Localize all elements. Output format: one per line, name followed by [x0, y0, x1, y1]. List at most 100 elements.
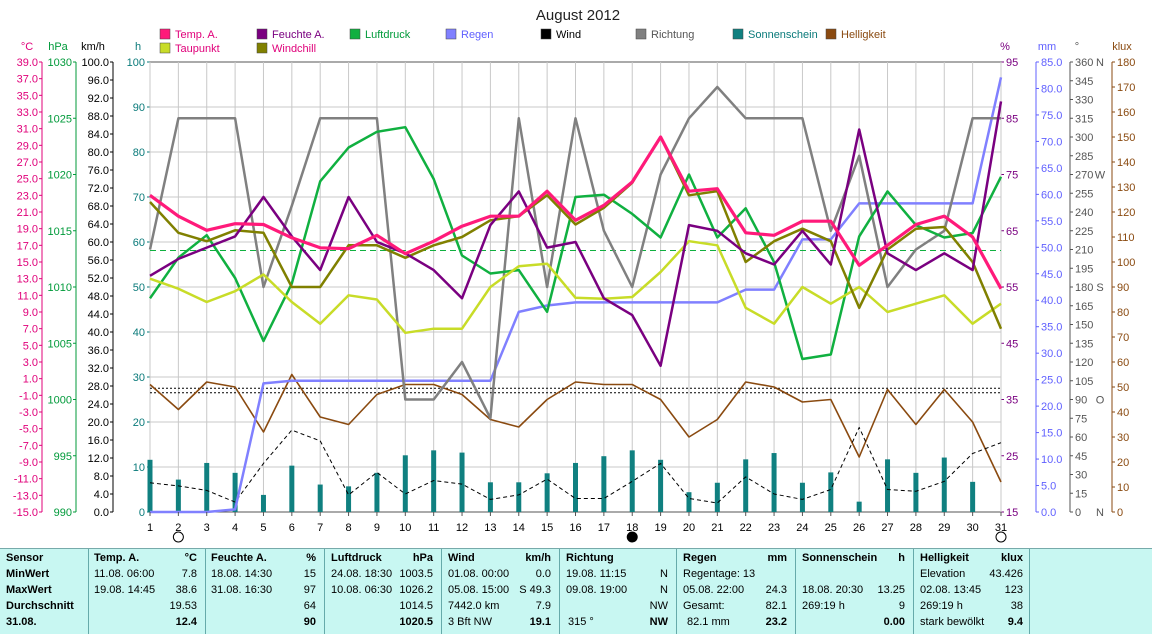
stats-hum-min-ts: 18.08. 14:30 — [211, 568, 273, 580]
stats-wind-bft: 3 Bft NW — [448, 616, 493, 628]
stats-dir-degree: 315 ° — [568, 616, 594, 628]
axis-label-sun: 0 — [139, 507, 145, 519]
axis-label-light: 20 — [1117, 457, 1129, 469]
axis-title-direction: ° — [1075, 41, 1079, 53]
legend-label-3: Regen — [461, 29, 493, 41]
stats-press-min: 1003.5 — [399, 568, 433, 580]
sunshine-bar — [516, 482, 522, 512]
axis-label-light: 150 — [1117, 132, 1135, 144]
axis-label-direction: 90 — [1075, 395, 1087, 407]
stats-light-total: 269:19 h — [920, 600, 963, 612]
sunshine-bar — [175, 479, 181, 512]
stats-rain-month: 82.1 mm — [687, 616, 730, 628]
legend-swatch-3 — [445, 28, 457, 40]
axis-label-temp: 21.0 — [17, 207, 38, 219]
x-tick-label: 24 — [796, 522, 808, 534]
axis-label-pressure: 1000 — [48, 395, 72, 407]
axis-label-light: 110 — [1117, 232, 1135, 244]
axis-label-rain: 25.0 — [1041, 375, 1062, 387]
axis-label-humidity: 55 — [1006, 282, 1018, 294]
sunshine-bar — [658, 459, 664, 512]
axis-label-direction: 75 — [1075, 413, 1087, 425]
axis-label-direction: 60 — [1075, 432, 1087, 444]
axis-label-rain: 45.0 — [1041, 269, 1062, 281]
stats-temp-unit: °C — [184, 552, 197, 564]
axis-label-temp: 11.0 — [17, 290, 38, 302]
axis-label-pressure: 990 — [54, 507, 72, 519]
axis-label-pressure: 1010 — [48, 282, 72, 294]
stats-col-brightness: Helligkeit klux Elevation 43.426 02.08. 13… — [914, 549, 1030, 634]
axis-label-wind: 32.0 — [88, 363, 109, 375]
stats-col-wind: Wind km/h 01.08. 00:00 0.0 05.08. 15:00 S 4… — [442, 549, 560, 634]
axis-label-temp: 1.0 — [23, 374, 38, 386]
sunshine-bar — [573, 462, 578, 512]
axis-label-pressure: 1025 — [48, 113, 72, 125]
axis-label-rain: 60.0 — [1041, 189, 1062, 201]
series-line-richtung — [148, 85, 1001, 420]
x-tick-label: 4 — [232, 522, 238, 534]
axis-label-pressure: 995 — [54, 451, 72, 463]
stats-temp-min: 7.8 — [181, 568, 197, 580]
axis-label-temp: -7.0 — [19, 440, 38, 452]
stats-max-label: MaxWert — [6, 584, 52, 596]
axis-label-direction: 360 — [1075, 57, 1093, 69]
axis-label-temp: 23.0 — [17, 190, 38, 202]
axis-label-sun: 80 — [133, 147, 145, 159]
axis-label-wind: 12.0 — [88, 453, 109, 465]
moon-phase-markers — [172, 531, 1007, 543]
sunshine-bar — [260, 494, 266, 512]
legend-label-9: Windchill — [272, 43, 316, 55]
axis-label-temp: -5.0 — [19, 424, 38, 436]
stats-sun-last: 0.00 — [883, 616, 905, 628]
series-line-helligkeit — [149, 373, 1002, 483]
x-tick-label: 7 — [317, 522, 323, 534]
axis-label-rain: 85.0 — [1041, 57, 1062, 69]
axis-label-light: 120 — [1117, 207, 1135, 219]
axis-label-temp: 19.0 — [17, 224, 38, 236]
axis-label-sun: 20 — [133, 417, 145, 429]
stats-hum-unit: % — [306, 552, 316, 564]
direction-letter: N — [1096, 57, 1104, 69]
direction-letter: O — [1096, 395, 1105, 407]
stats-light-unit: klux — [1000, 552, 1023, 564]
axis-label-sun: 10 — [133, 462, 145, 474]
stats-rain-days: Regentage: 13 — [683, 568, 756, 580]
axis-label-light: 40 — [1117, 407, 1129, 419]
axis-label-light: 140 — [1117, 157, 1135, 169]
stats-wind-distance: 7442.0 km — [448, 600, 500, 612]
axis-title-humidity: % — [1000, 41, 1010, 53]
legend-label-4: Wind — [556, 29, 581, 41]
stats-wind-last: 19.1 — [529, 616, 551, 628]
stats-sensor-header: Sensor — [6, 552, 44, 564]
stats-temp-max-ts: 19.08. 14:45 — [94, 584, 156, 596]
legend-label-5: Richtung — [651, 29, 694, 41]
x-tick-label: 18 — [626, 522, 638, 534]
axis-label-rain: 20.0 — [1041, 401, 1062, 413]
stats-hum-last: 90 — [303, 616, 316, 628]
axis-label-direction: 135 — [1075, 338, 1093, 350]
axis-label-wind: 96.0 — [88, 75, 109, 87]
axis-label-direction: 45 — [1075, 451, 1087, 463]
axis-label-humidity: 15 — [1006, 507, 1018, 519]
stats-dir-header: Richtung — [566, 552, 614, 564]
stats-light-max-ts: 02.08. 13:45 — [920, 584, 982, 596]
stats-col-direction: Richtung 19.08. 11:15 N 09.08. 19:00 N NW … — [560, 549, 677, 634]
x-tick-label: 1 — [147, 522, 153, 534]
axis-label-temp: 31.0 — [17, 124, 38, 136]
axis-label-direction: 285 — [1075, 151, 1093, 163]
moon-icon — [995, 531, 1007, 543]
axis-label-sun: 90 — [133, 102, 145, 114]
stats-temp-min-ts: 11.08. 06:00 — [94, 568, 155, 580]
legend-label-0: Temp. A. — [175, 29, 218, 41]
axis-label-direction: 195 — [1075, 263, 1093, 275]
x-tick-label: 2 — [175, 522, 181, 534]
axis-label-wind: 20.0 — [88, 417, 109, 429]
axis-label-rain: 30.0 — [1041, 348, 1062, 360]
axis-label-sun: 60 — [133, 237, 145, 249]
axis-label-direction: 0 — [1075, 507, 1081, 519]
axis-label-temp: 7.0 — [23, 324, 38, 336]
stats-dir-last: NW — [649, 616, 668, 628]
axis-label-humidity: 25 — [1006, 451, 1018, 463]
axis-label-temp: -1.0 — [19, 390, 38, 402]
stats-dir-avg: NW — [649, 600, 668, 612]
